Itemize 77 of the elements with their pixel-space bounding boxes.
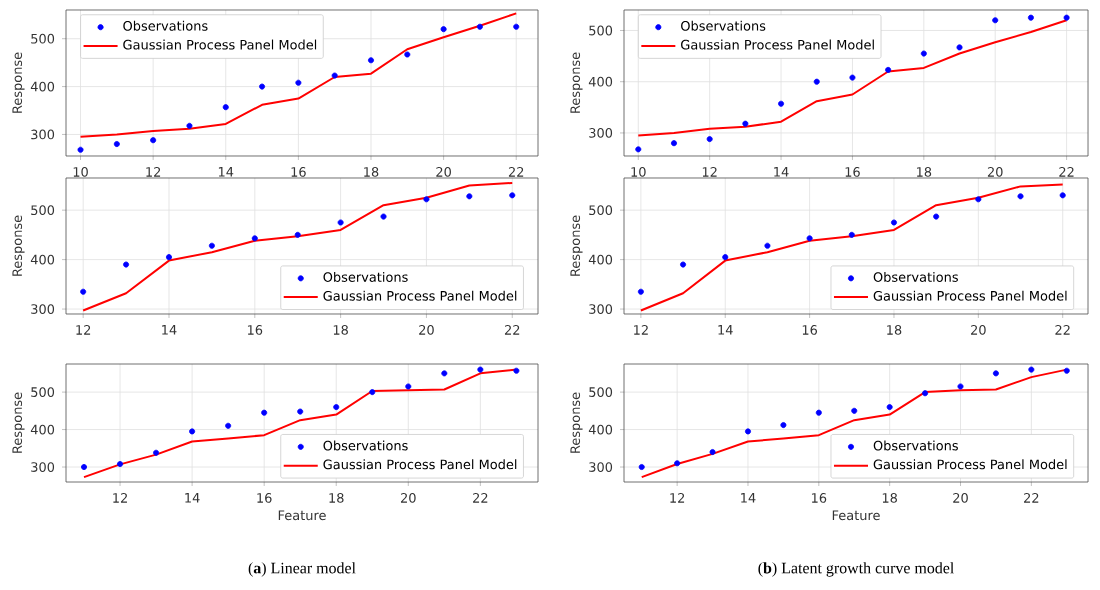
- point: [297, 408, 304, 415]
- point: [208, 242, 215, 249]
- point: [251, 235, 258, 242]
- point: [369, 389, 376, 396]
- point: [380, 213, 387, 220]
- point: [764, 242, 771, 249]
- point: [744, 428, 751, 435]
- point: [153, 449, 160, 456]
- point: [709, 449, 716, 456]
- point: [922, 390, 929, 397]
- point: [337, 219, 344, 226]
- point: [225, 422, 232, 429]
- point: [189, 428, 196, 435]
- point: [423, 196, 430, 203]
- point: [80, 288, 87, 295]
- point: [637, 288, 644, 295]
- point: [513, 23, 520, 30]
- point: [886, 404, 893, 411]
- point: [957, 383, 964, 390]
- line-series: [640, 368, 1068, 479]
- point: [885, 66, 892, 73]
- point: [123, 261, 130, 268]
- point: [117, 461, 124, 468]
- point: [1017, 193, 1024, 200]
- point: [813, 78, 820, 85]
- point: [992, 370, 999, 377]
- point: [1027, 14, 1034, 21]
- point: [404, 51, 411, 58]
- point: [778, 100, 785, 107]
- point: [294, 231, 301, 238]
- point: [1063, 367, 1070, 374]
- point: [806, 235, 813, 242]
- point: [1028, 366, 1035, 373]
- point: [113, 141, 120, 148]
- point: [186, 122, 193, 129]
- point: [674, 460, 681, 467]
- point: [1063, 14, 1070, 21]
- point: [742, 120, 749, 127]
- line-series: [639, 183, 1064, 312]
- point: [150, 137, 157, 144]
- point: [477, 366, 484, 373]
- point: [975, 196, 982, 203]
- point: [1059, 192, 1066, 199]
- point: [780, 422, 787, 429]
- point: [331, 72, 338, 79]
- point: [956, 44, 963, 51]
- point: [815, 409, 822, 416]
- point: [441, 370, 448, 377]
- point: [367, 57, 374, 64]
- point: [722, 254, 729, 261]
- point: [405, 383, 412, 390]
- point: [851, 407, 858, 414]
- point: [222, 104, 229, 111]
- point: [295, 79, 302, 86]
- point: [333, 404, 340, 411]
- point: [261, 409, 268, 416]
- point: [165, 254, 172, 261]
- point: [635, 146, 642, 153]
- point: [638, 464, 645, 471]
- point: [848, 231, 855, 238]
- point: [476, 23, 483, 30]
- line-series: [79, 12, 518, 138]
- point: [992, 17, 999, 24]
- point: [680, 261, 687, 268]
- point: [890, 219, 897, 226]
- point: [670, 140, 677, 147]
- point: [513, 367, 520, 374]
- point: [933, 213, 940, 220]
- point: [77, 146, 84, 153]
- point: [440, 26, 447, 33]
- point: [81, 464, 88, 471]
- point: [259, 83, 266, 90]
- point: [849, 74, 856, 81]
- point: [509, 192, 516, 199]
- point: [466, 193, 473, 200]
- point: [706, 136, 713, 143]
- point: [920, 50, 927, 57]
